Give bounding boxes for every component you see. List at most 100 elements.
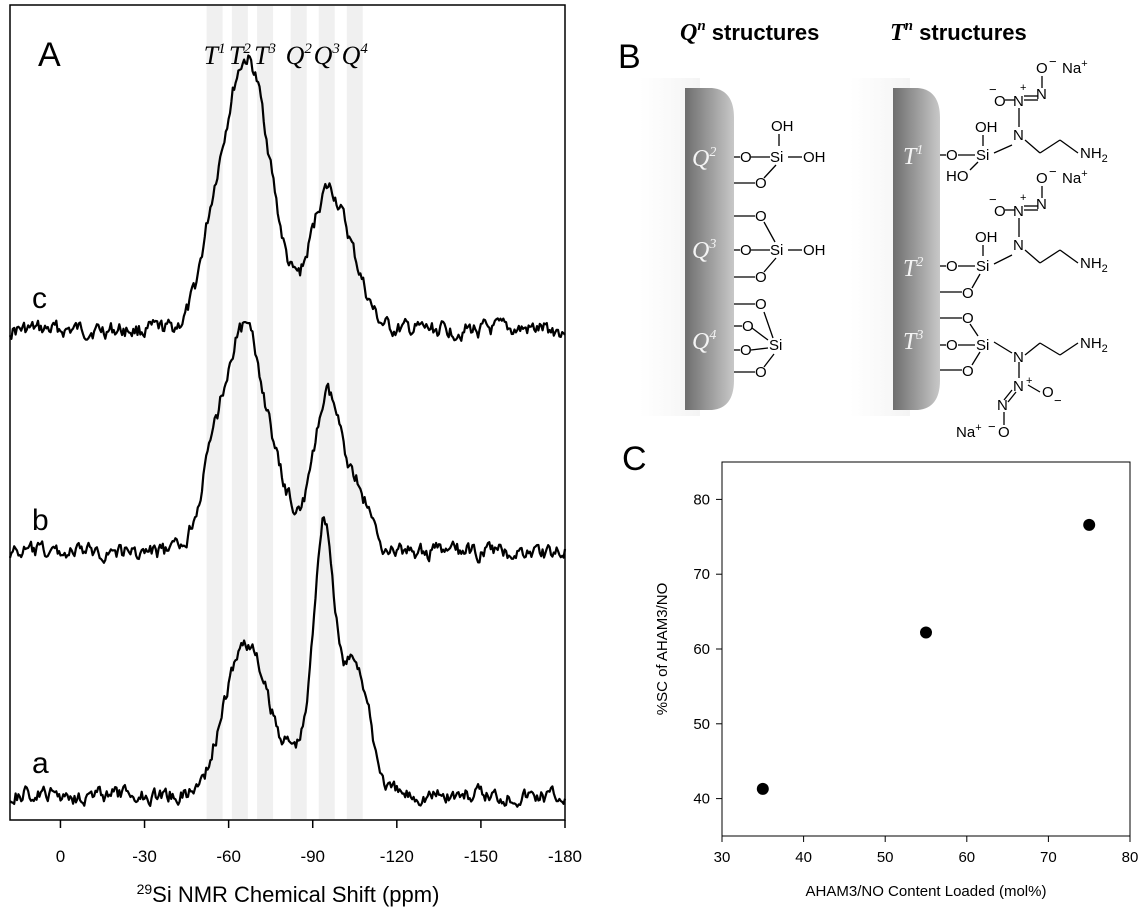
atom-o: O [998, 424, 1010, 441]
atom-n: N [1013, 237, 1024, 254]
band-superscript: 1 [218, 41, 226, 57]
atom-o: O [962, 285, 974, 302]
band-label: T1 [204, 41, 226, 70]
atom-o: O [755, 364, 767, 381]
q-letter: Q [692, 238, 709, 264]
scatter-point [920, 626, 932, 639]
na-charge: + [1081, 168, 1087, 180]
atom-o: O [962, 310, 974, 327]
na-charge: + [975, 422, 981, 434]
t-letter: T [903, 256, 918, 282]
atom-o: O [755, 175, 767, 192]
nh2-subscript: 2 [1102, 153, 1108, 165]
scatter-x-tick-label: 40 [795, 849, 812, 866]
q-superscript: 4 [709, 328, 716, 343]
nmr-x-tick-label: -90 [300, 847, 325, 866]
band-letter: Q [286, 41, 305, 70]
nh2-text: NH [1080, 145, 1102, 162]
nmr-x-tick-label: 0 [56, 847, 65, 866]
atom-na: Na+ [1062, 168, 1088, 187]
band-superscript: 3 [268, 41, 277, 57]
atom-o: O [740, 149, 752, 166]
t-title-rest: structures [913, 20, 1027, 45]
nmr-panel: T1 T2 T3 Q2 Q3 Q4 cba 0 -30 -60 -90 -120 -150 -180 … [8, 4, 582, 907]
t-superscript: 3 [915, 328, 923, 343]
nmr-x-tick-label: -60 [216, 847, 241, 866]
shift-band [231, 6, 248, 819]
atom-si: Si [770, 149, 783, 166]
nmr-x-tick-label: -30 [132, 847, 157, 866]
band-label: Q2 [286, 41, 313, 70]
scatter-x-tick-label: 50 [877, 849, 894, 866]
nmr-x-tick-label: -120 [380, 847, 414, 866]
band-label: T3 [254, 41, 276, 70]
isotope-superscript: 29 [137, 881, 153, 897]
scatter-point [756, 782, 769, 795]
na-text: Na [956, 424, 976, 441]
atom-n: N [1036, 86, 1047, 103]
band-superscript: 2 [243, 41, 251, 57]
trace-label-c: c [32, 282, 47, 315]
atom-o: O [946, 258, 958, 275]
atom-o: O [755, 269, 767, 286]
atom-n: N [1036, 196, 1047, 213]
panel-letter-a: A [38, 36, 61, 74]
nmr-traces: c b a [8, 54, 567, 808]
band-label: T2 [229, 41, 251, 70]
scatter-x-tick-label: 70 [1040, 849, 1057, 866]
q-bonds [734, 134, 802, 373]
atom-minus: − [1049, 164, 1057, 179]
scatter-y-tick-label: 40 [693, 791, 710, 808]
scatter-axes: 30 40 50 60 70 80 40 50 60 70 80 [693, 491, 1138, 866]
t-silica-slab [893, 88, 940, 410]
atom-si: Si [769, 337, 782, 354]
shift-bands [206, 6, 363, 819]
t-superscript: 1 [916, 143, 923, 158]
atom-o: O [740, 242, 752, 259]
na-text: Na [1062, 170, 1082, 187]
atom-n: N [1013, 93, 1024, 110]
nmr-x-axis: 0 -30 -60 -90 -120 -150 -180 [56, 820, 582, 866]
t-title-letter: T [890, 20, 906, 46]
q-atoms: OH O Si OH O O O Si OH O O O O Si O [740, 118, 826, 381]
atom-oh: OH [975, 229, 998, 246]
scatter-x-tick-label: 30 [714, 849, 731, 866]
atom-n: N [997, 397, 1008, 414]
t-structures-title: Tn structures [890, 18, 1027, 46]
atom-si: Si [976, 337, 989, 354]
atom-o: O [1036, 60, 1048, 77]
atom-o: O [740, 342, 752, 359]
atom-o: O [755, 296, 767, 313]
atom-na: Na+ [956, 422, 982, 441]
band-letter: Q [314, 41, 333, 70]
q-label: Q3 [692, 237, 716, 264]
atom-o: O [994, 203, 1006, 220]
atom-o: O [946, 147, 958, 164]
atom-o: O [946, 337, 958, 354]
band-superscript: 2 [304, 41, 312, 57]
atom-si: Si [976, 258, 989, 275]
trace-label-b: b [32, 504, 49, 537]
q-silica-slab [685, 88, 734, 410]
atom-si: Si [770, 242, 783, 259]
nh2-text: NH [1080, 255, 1102, 272]
band-label: Q3 [314, 41, 340, 70]
t-superscript: 2 [916, 255, 923, 270]
band-superscript: 3 [331, 41, 340, 57]
band-label: Q4 [342, 41, 369, 70]
scatter-y-axis-label: %SC of AHAM3/NO [654, 583, 671, 716]
band-letter: T [254, 41, 270, 70]
nmr-trace-b [8, 321, 567, 564]
atom-o: O [994, 93, 1006, 110]
atom-plus: + [1020, 82, 1026, 94]
shift-band [257, 6, 274, 819]
atom-oh: OH [771, 118, 794, 135]
scatter-y-tick-label: 50 [693, 716, 710, 733]
shift-band [206, 6, 223, 819]
atom-nh2: NH2 [1080, 145, 1108, 165]
atom-o: O [1036, 170, 1048, 187]
scatter-x-tick-label: 80 [1122, 849, 1139, 866]
